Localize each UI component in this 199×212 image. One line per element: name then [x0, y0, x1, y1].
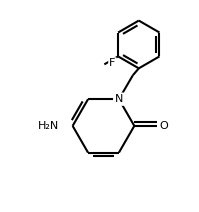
Text: H₂N: H₂N — [37, 121, 59, 131]
Text: O: O — [160, 121, 169, 131]
Text: N: N — [115, 94, 123, 104]
Text: F: F — [109, 58, 116, 68]
